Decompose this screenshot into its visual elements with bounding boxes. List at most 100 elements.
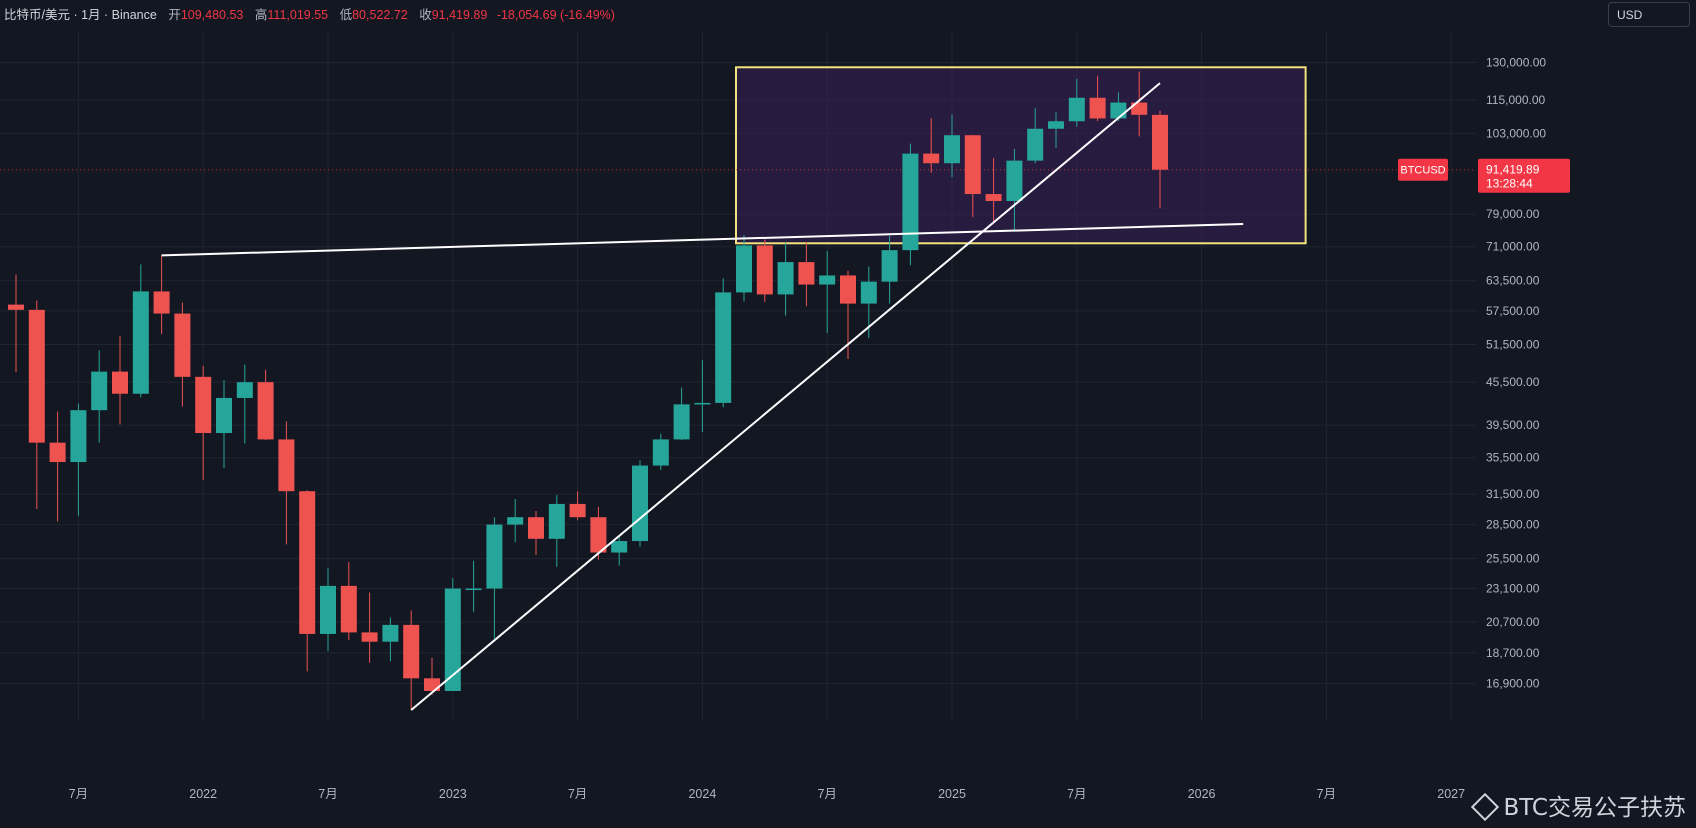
candle-body xyxy=(132,291,149,394)
candle-body xyxy=(756,245,773,295)
price-tick-label: 115,000.00 xyxy=(1486,93,1545,107)
candle-body xyxy=(528,517,544,539)
close-label: 收 xyxy=(419,8,432,22)
candle-body xyxy=(715,292,732,403)
candle-body xyxy=(1131,102,1148,115)
candle-body xyxy=(340,585,357,633)
price-tick-label: 16,900.00 xyxy=(1486,677,1540,691)
candle-body xyxy=(70,410,87,463)
time-tick-label: 7月 xyxy=(318,787,337,801)
candle-body xyxy=(694,402,711,405)
candle-body xyxy=(652,439,669,466)
candle-body xyxy=(216,397,232,434)
candle-body xyxy=(632,465,648,542)
time-axis[interactable]: 7月 2022 7月 2023 7月 2024 7月 2025 7月 2026 7月 2027 xyxy=(69,787,1465,801)
time-tick-label: 2027 xyxy=(1437,787,1465,801)
candle-body xyxy=(1048,121,1064,129)
time-tick-label: 7月 xyxy=(817,787,836,801)
candle-body xyxy=(91,371,108,411)
price-tick-label: 28,500.00 xyxy=(1486,518,1540,532)
change-value: -18,054.69 (-16.49%) xyxy=(496,8,615,22)
price-tick-label: 130,000.00 xyxy=(1486,56,1546,70)
time-tick-label: 7月 xyxy=(568,787,587,801)
price-tag-symbol-bg xyxy=(1398,158,1448,181)
candle-body xyxy=(257,382,274,440)
candles xyxy=(8,71,1168,710)
candle-body xyxy=(548,503,565,539)
candle-body xyxy=(8,304,24,310)
candle-body xyxy=(881,250,898,282)
currency-selector[interactable]: USD xyxy=(1608,2,1690,27)
price-tick-label: 63,500.00 xyxy=(1486,274,1540,288)
candle-body xyxy=(403,624,420,679)
trendlines xyxy=(161,82,1244,711)
candle-body xyxy=(1089,97,1106,119)
candle-body xyxy=(985,194,1002,201)
candle-body xyxy=(819,275,836,285)
range-box xyxy=(735,66,1307,245)
price-tick-label: 79,000.00 xyxy=(1486,207,1540,221)
price-tick-label: 51,500.00 xyxy=(1486,337,1540,351)
open-value: 109,480.53 xyxy=(180,8,244,22)
price-tag-price-bg xyxy=(1478,158,1570,193)
candle-body xyxy=(1152,114,1168,170)
price-tag-symbol: BTCUSD xyxy=(1400,165,1445,177)
low-label: 低 xyxy=(339,8,353,22)
price-tick-label: 35,500.00 xyxy=(1486,451,1540,465)
candle-body xyxy=(424,678,440,691)
price-tick-label: 18,700.00 xyxy=(1486,646,1540,660)
time-tick-label: 7月 xyxy=(1317,787,1336,801)
candle-body xyxy=(486,524,503,589)
price-tick-label: 23,100.00 xyxy=(1486,582,1540,596)
time-tick-label: 2023 xyxy=(439,787,467,801)
candle-body xyxy=(465,588,482,591)
range-box-rect xyxy=(735,66,1307,245)
candle-body xyxy=(361,632,378,642)
candle-body xyxy=(299,491,316,634)
candle-body xyxy=(777,262,794,295)
candle-body xyxy=(840,275,856,304)
candle-body xyxy=(1027,128,1044,161)
symbol-title: 比特币/美元 · 1月 · Binance xyxy=(4,8,157,22)
candle-body xyxy=(195,376,212,434)
candle-body xyxy=(1110,102,1127,119)
time-tick-label: 2025 xyxy=(938,787,966,801)
candle-body xyxy=(902,153,919,251)
candle-body xyxy=(611,541,628,553)
low-value: 80,522.72 xyxy=(352,8,408,22)
candle-body xyxy=(278,439,295,492)
candle-body xyxy=(320,585,336,634)
candle-body xyxy=(174,313,191,377)
candle-body xyxy=(590,517,607,553)
candle-body xyxy=(507,517,524,525)
price-tick-label: 57,500.00 xyxy=(1486,304,1540,318)
time-tick-label: 2026 xyxy=(1188,787,1216,801)
time-tick-label: 7月 xyxy=(69,787,88,801)
candle-body xyxy=(860,281,877,304)
price-tick-label: 39,500.00 xyxy=(1486,418,1540,432)
price-tick-label: 103,000.00 xyxy=(1486,126,1546,140)
rising-trendline xyxy=(410,82,1161,711)
price-tick-label: 25,500.00 xyxy=(1486,551,1540,565)
candle-body xyxy=(569,503,586,518)
candle-body xyxy=(964,135,981,195)
watermark-text: BTC交易公子扶苏 xyxy=(1503,795,1686,821)
price-tick-label: 71,000.00 xyxy=(1486,240,1540,254)
candle-body xyxy=(923,153,940,164)
candle-body xyxy=(444,588,461,691)
high-label: 高 xyxy=(254,8,268,22)
candle-body xyxy=(673,404,690,440)
time-tick-label: 2022 xyxy=(189,787,217,801)
time-tick-label: 7月 xyxy=(1067,787,1086,801)
price-tick-label: 45,500.00 xyxy=(1486,375,1540,389)
price-axis[interactable]: 130,000.00 115,000.00 103,000.00 79,000.00 7… xyxy=(1486,56,1546,691)
price-tick-label: 20,700.00 xyxy=(1486,615,1540,629)
open-label: 开 xyxy=(168,8,181,22)
candle-body xyxy=(49,442,66,463)
price-tick-label: 31,500.00 xyxy=(1486,487,1540,501)
symbol-legend: 比特币/美元 · 1月 · Binance 开109,480.53 高111,0… xyxy=(4,4,615,23)
candle-body xyxy=(153,291,170,314)
watermark: BTC交易公子扶苏 xyxy=(1471,788,1686,822)
close-value: 91,419.89 xyxy=(431,8,488,22)
